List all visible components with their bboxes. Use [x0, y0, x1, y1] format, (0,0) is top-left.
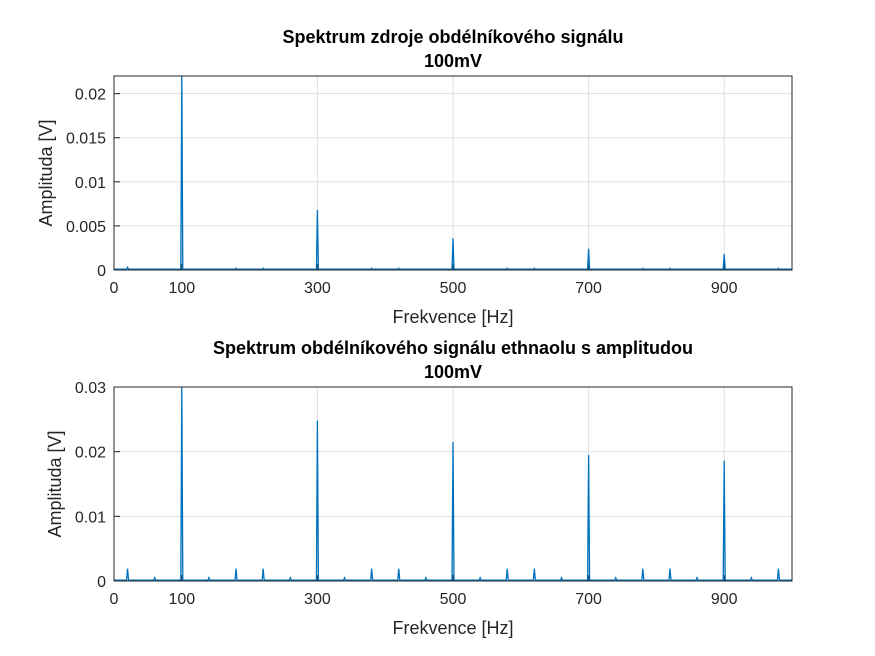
x-tick-label: 100: [168, 280, 195, 297]
y-axis-label: Amplituda [V]: [36, 119, 56, 226]
x-tick-labels: 0 100 300 500 700 900: [110, 575, 738, 608]
y-axis-label: Amplituda [V]: [45, 430, 65, 537]
chart-title-line-1: Spektrum zdroje obdélníkového signálu: [282, 27, 623, 47]
y-tick-labels: 0 0.005 0.01 0.015 0.02: [66, 87, 120, 280]
spectrum-line: [114, 386, 792, 581]
x-axis-label: Frekvence [Hz]: [392, 618, 513, 638]
y-tick-label: 0: [97, 574, 106, 591]
x-tick-label: 0: [110, 280, 119, 297]
y-tick-label: 0: [97, 263, 106, 280]
chart-title-line-1: Spektrum obdélníkového signálu ethnaolu …: [213, 338, 693, 358]
spectrum-line: [114, 75, 792, 270]
x-tick-label: 300: [304, 280, 331, 297]
x-tick-label: 500: [440, 591, 467, 608]
axes-frame: [113, 75, 793, 271]
subplot-ethanol-spectrum: Spektrum obdélníkového signálu ethnaolu …: [45, 338, 793, 638]
x-tick-labels: 0 100 300 500 700 900: [110, 264, 738, 297]
x-tick-label: 100: [168, 591, 195, 608]
y-tick-label: 0.01: [75, 509, 106, 526]
x-tick-label: 300: [304, 591, 331, 608]
x-tick-label: 500: [440, 280, 467, 297]
x-tick-label: 700: [575, 280, 602, 297]
y-tick-label: 0.005: [66, 219, 106, 236]
axes-frame: [113, 386, 793, 582]
x-tick-label: 900: [711, 280, 738, 297]
y-tick-label: 0.015: [66, 131, 106, 148]
x-tick-label: 0: [110, 591, 119, 608]
y-tick-label: 0.03: [75, 380, 106, 397]
chart-title-line-2: 100mV: [424, 51, 482, 71]
x-axis-label: Frekvence [Hz]: [392, 307, 513, 327]
x-tick-label: 700: [575, 591, 602, 608]
y-tick-label: 0.01: [75, 175, 106, 192]
subplot-source-spectrum: Spektrum zdroje obdélníkového signálu 10…: [36, 27, 793, 327]
x-tick-label: 900: [711, 591, 738, 608]
y-tick-labels: 0 0.01 0.02 0.03: [75, 380, 120, 591]
y-tick-label: 0.02: [75, 445, 106, 462]
chart-title-line-2: 100mV: [424, 362, 482, 382]
y-tick-label: 0.02: [75, 87, 106, 104]
